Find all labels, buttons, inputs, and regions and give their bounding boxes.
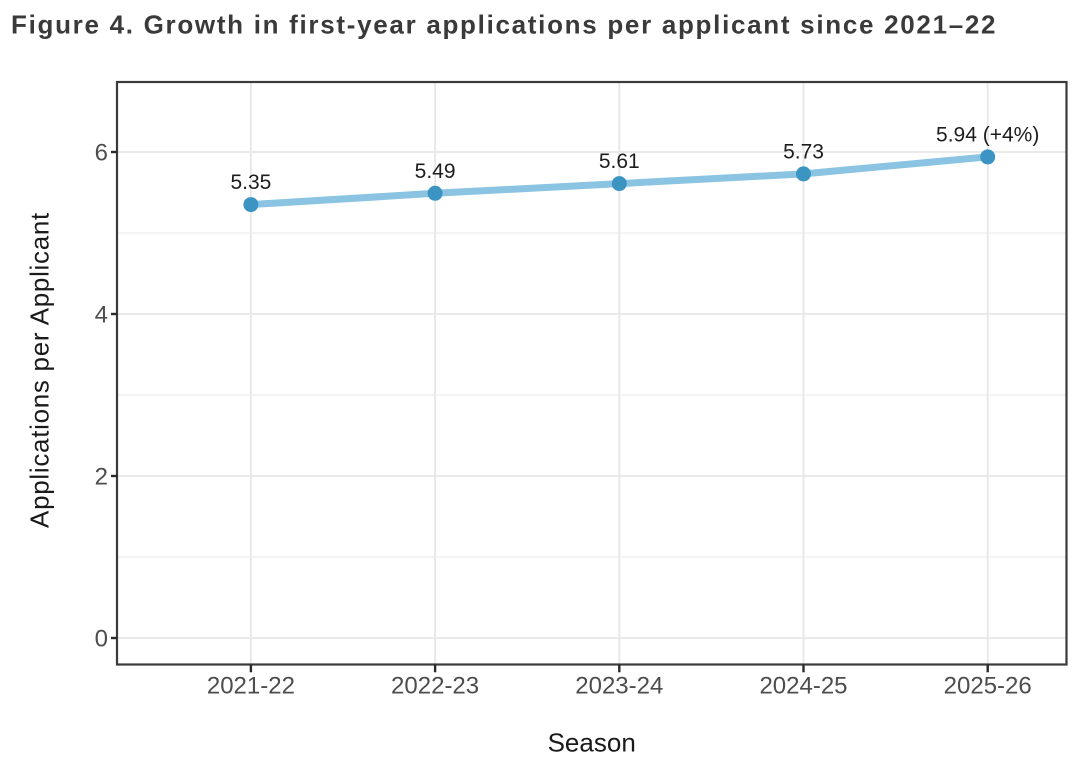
svg-text:2023-24: 2023-24 xyxy=(575,673,663,700)
svg-text:Applications per Applicant: Applications per Applicant xyxy=(25,212,55,528)
svg-text:5.61: 5.61 xyxy=(599,150,640,173)
svg-text:6: 6 xyxy=(95,140,108,167)
svg-text:Season: Season xyxy=(548,728,636,758)
svg-text:5.35: 5.35 xyxy=(230,171,271,194)
svg-text:2024-25: 2024-25 xyxy=(759,673,847,700)
svg-text:2: 2 xyxy=(95,464,108,491)
svg-text:Figure 4. Growth in first-year: Figure 4. Growth in first-year applicati… xyxy=(11,9,997,39)
svg-text:0: 0 xyxy=(95,626,108,653)
svg-text:5.94 (+4%): 5.94 (+4%) xyxy=(936,123,1039,146)
svg-text:2022-23: 2022-23 xyxy=(391,673,479,700)
svg-text:4: 4 xyxy=(95,302,108,329)
svg-text:5.73: 5.73 xyxy=(783,140,824,163)
svg-text:5.49: 5.49 xyxy=(415,160,456,183)
svg-text:2025-26: 2025-26 xyxy=(944,673,1032,700)
svg-text:2021-22: 2021-22 xyxy=(207,673,295,700)
